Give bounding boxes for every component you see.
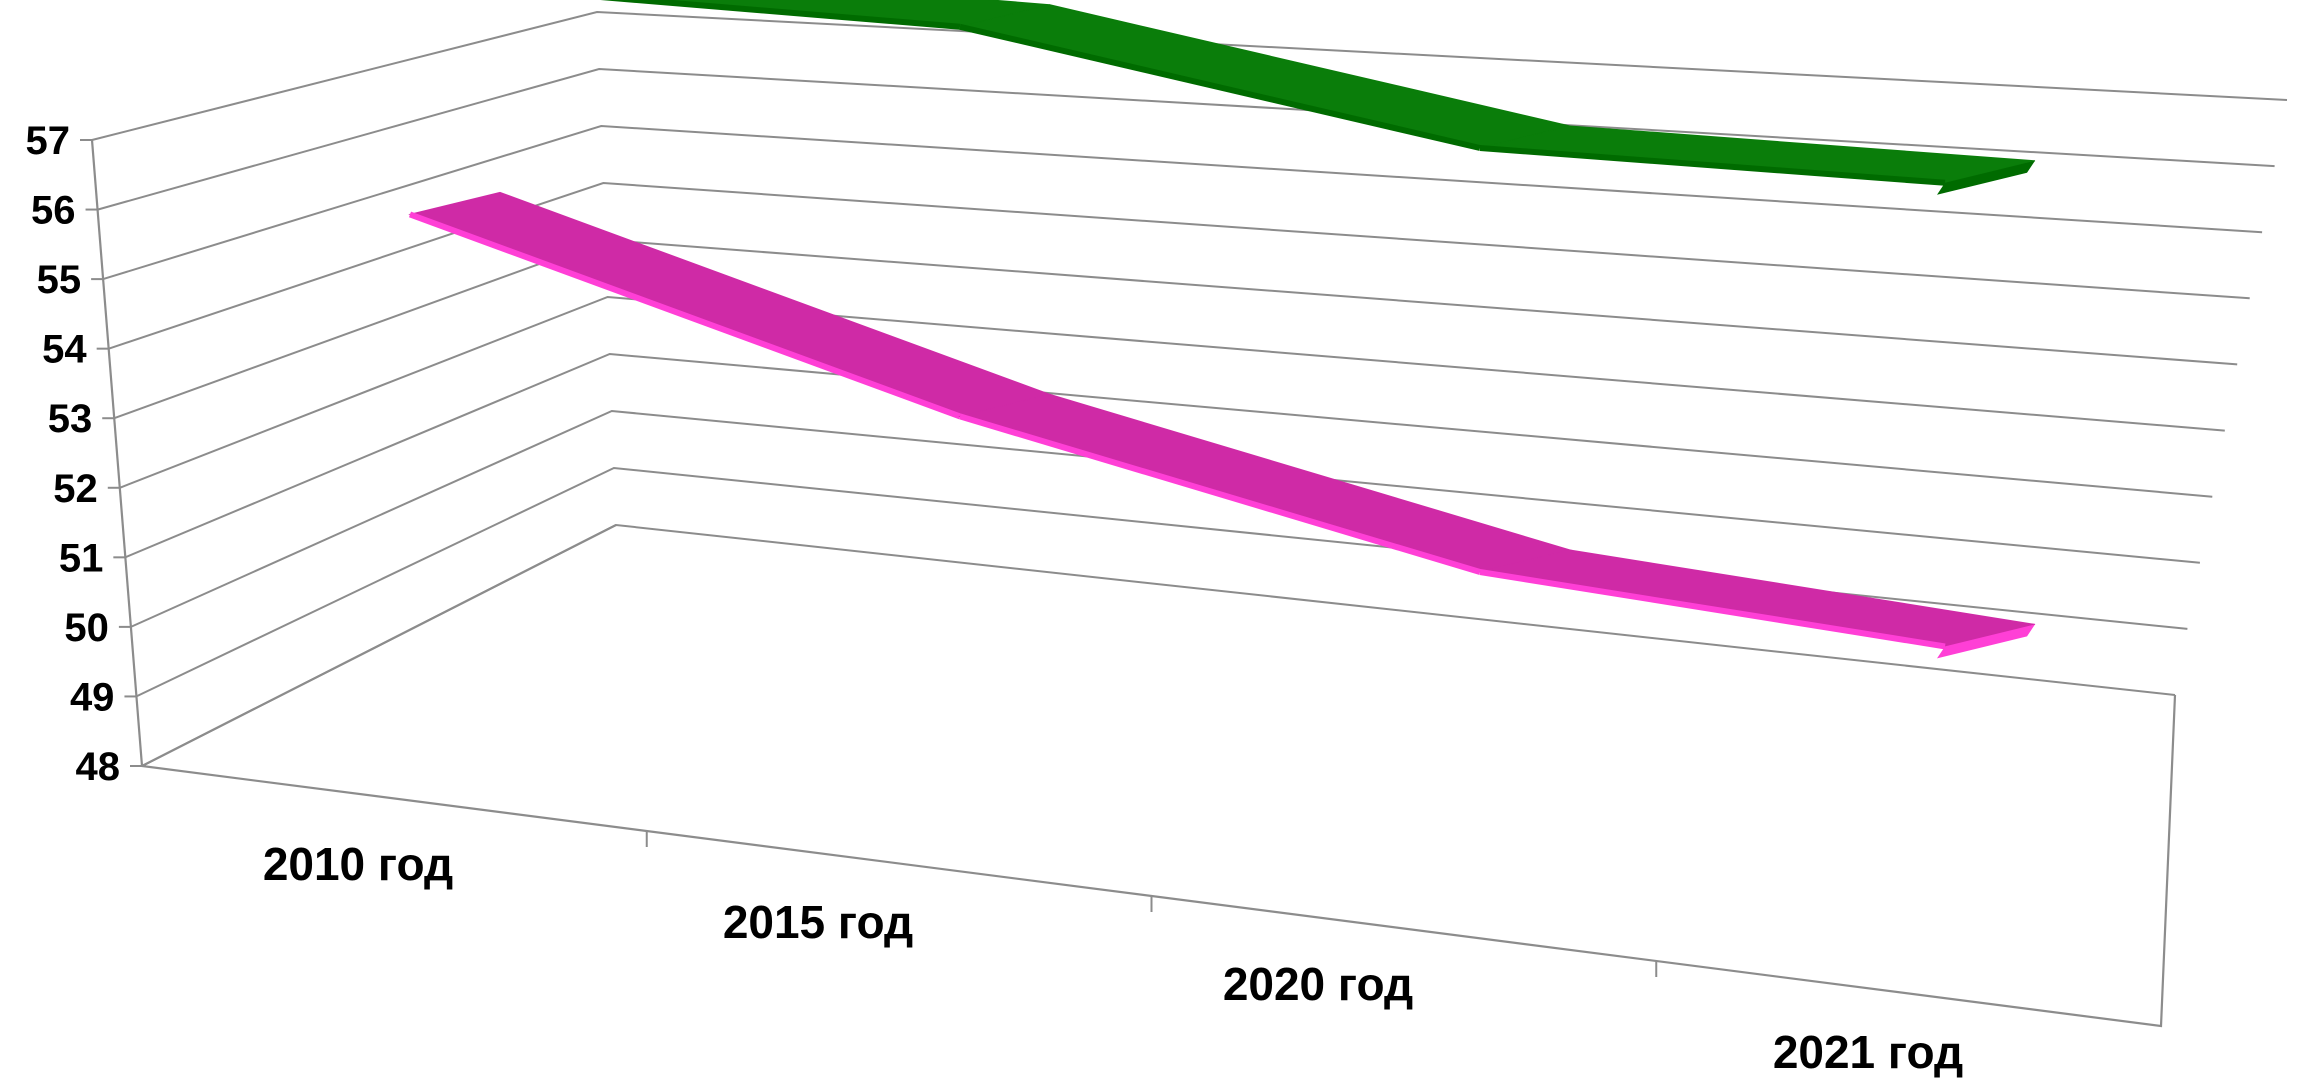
series-segment: [960, 5, 1570, 148]
series-segment: [960, 394, 1570, 572]
gridline: [109, 183, 2250, 349]
series-segment: [410, 0, 1050, 27]
x-axis-category-labels: 2010 год 2015 год 2020 год 2021 год: [263, 838, 1963, 1078]
series-segment: [1480, 550, 2035, 646]
y-tick-label: 49: [70, 675, 115, 719]
chart-floor: [92, 140, 2175, 1026]
y-tick-label: 54: [42, 328, 87, 372]
series-segment-edge: [960, 416, 1480, 572]
y-tick-label: 52: [53, 467, 98, 511]
y-tick-label: 57: [26, 119, 71, 163]
x-category-label: 2020 год: [1223, 958, 1413, 1010]
y-tick-label: 53: [48, 397, 93, 441]
gridline: [103, 126, 2262, 279]
series-ribbons: [410, 0, 2035, 658]
series-segment: [410, 192, 1050, 416]
x-category-label: 2010 год: [263, 838, 453, 890]
y-tick-label: 56: [31, 189, 76, 233]
y-tick-label: 48: [76, 745, 121, 789]
gridline: [114, 240, 2237, 418]
series-magenta: [410, 192, 2035, 658]
y-axis-line: [92, 140, 142, 766]
x-category-label: 2015 год: [723, 896, 913, 948]
series-segment-edge: [410, 214, 960, 416]
x-category-label: 2021 год: [1773, 1026, 1963, 1078]
y-tick-label: 55: [37, 258, 82, 302]
y-tick-label: 50: [64, 606, 109, 650]
y-tick-label: 51: [59, 536, 104, 580]
y-axis-tick-labels: 48 49 50 51 52 53 54 55 56 57: [26, 119, 121, 789]
gridline: [142, 525, 2175, 766]
